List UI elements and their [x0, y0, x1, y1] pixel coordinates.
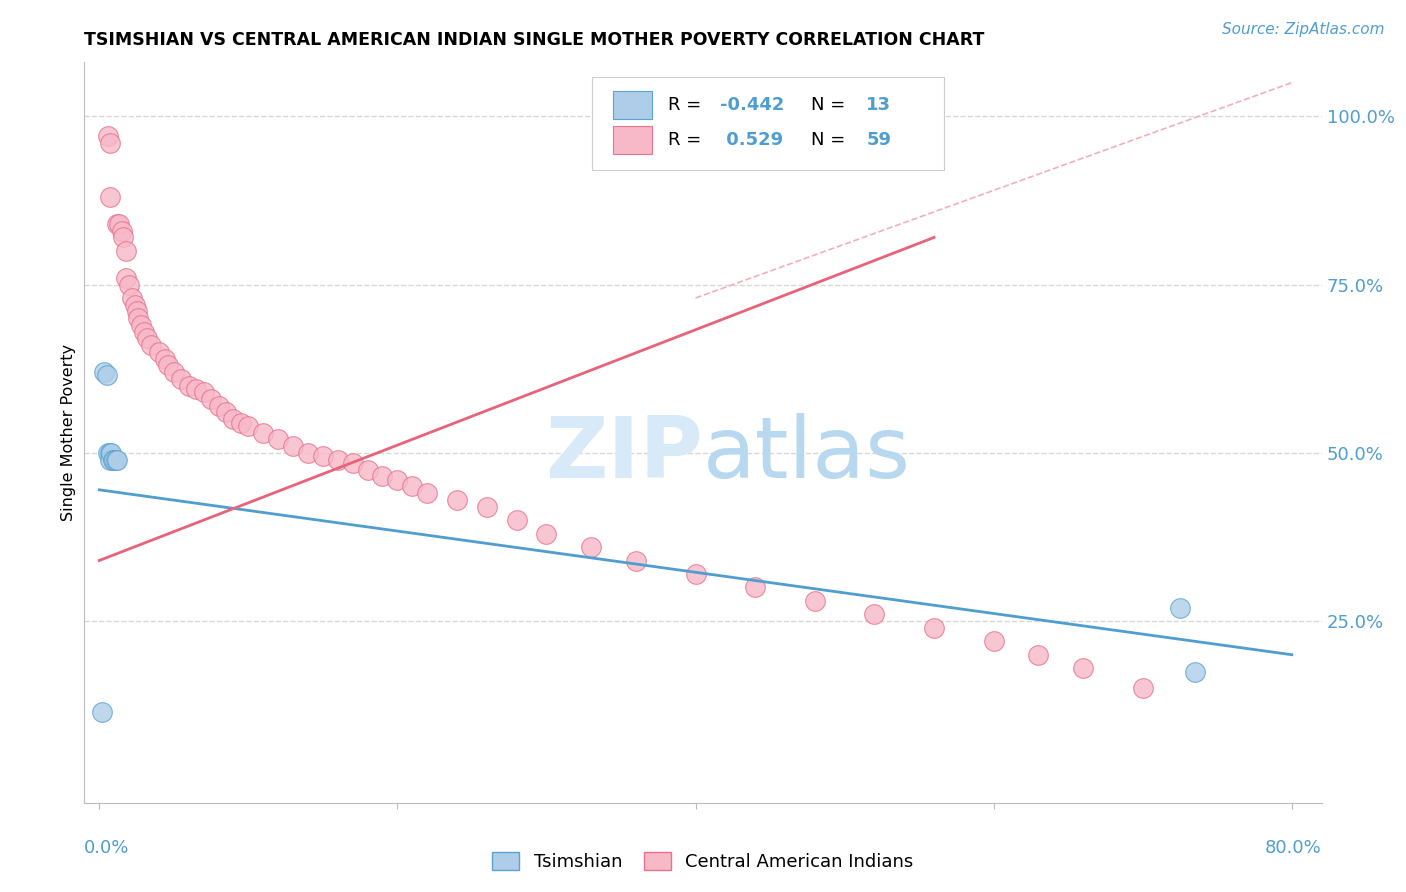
Point: [1168, 600, 1191, 615]
Point: [1028, 648, 1050, 662]
Point: [93, 365, 115, 379]
Point: [129, 318, 152, 332]
Point: [222, 412, 245, 426]
Point: [125, 304, 148, 318]
Point: [136, 331, 159, 345]
FancyBboxPatch shape: [613, 91, 652, 119]
Text: 0.0%: 0.0%: [84, 839, 129, 857]
Point: [475, 500, 498, 514]
Point: [121, 291, 143, 305]
Point: [111, 224, 134, 238]
Point: [163, 365, 186, 379]
FancyBboxPatch shape: [613, 126, 652, 154]
Point: [297, 446, 319, 460]
Point: [505, 513, 527, 527]
Point: [186, 382, 208, 396]
Point: [105, 217, 128, 231]
Point: [685, 566, 707, 581]
Point: [124, 298, 146, 312]
Point: [156, 359, 179, 373]
Y-axis label: Single Mother Poverty: Single Mother Poverty: [60, 344, 76, 521]
Point: [98, 452, 121, 467]
Point: [215, 405, 238, 419]
Point: [252, 425, 274, 440]
Point: [342, 456, 364, 470]
Point: [193, 385, 215, 400]
Point: [207, 399, 229, 413]
Text: R =: R =: [668, 131, 707, 149]
Point: [98, 136, 121, 151]
Point: [103, 452, 125, 467]
Point: [744, 581, 766, 595]
Text: R =: R =: [668, 95, 707, 113]
Point: [401, 479, 423, 493]
Point: [97, 129, 120, 144]
Point: [983, 634, 1005, 648]
Point: [141, 338, 163, 352]
Point: [446, 492, 468, 507]
Point: [107, 217, 129, 231]
Point: [104, 452, 127, 467]
Point: [326, 452, 349, 467]
Point: [100, 446, 122, 460]
Point: [153, 351, 176, 366]
Point: [115, 244, 138, 258]
Point: [118, 277, 141, 292]
Text: TSIMSHIAN VS CENTRAL AMERICAN INDIAN SINGLE MOTHER POVERTY CORRELATION CHART: TSIMSHIAN VS CENTRAL AMERICAN INDIAN SIN…: [84, 31, 984, 49]
Point: [98, 190, 121, 204]
Point: [177, 378, 200, 392]
Point: [312, 449, 335, 463]
Point: [97, 446, 120, 460]
Text: N =: N =: [811, 95, 851, 113]
Text: Source: ZipAtlas.com: Source: ZipAtlas.com: [1222, 22, 1385, 37]
Point: [112, 230, 135, 244]
Point: [127, 311, 149, 326]
Point: [922, 621, 945, 635]
Text: ZIP: ZIP: [546, 413, 703, 496]
Point: [101, 452, 124, 467]
Point: [91, 705, 114, 719]
Text: N =: N =: [811, 131, 851, 149]
Point: [1132, 681, 1154, 696]
Point: [238, 418, 260, 433]
Point: [96, 368, 118, 383]
Point: [1184, 665, 1206, 679]
Point: [863, 607, 886, 622]
Text: atlas: atlas: [703, 413, 911, 496]
Point: [229, 416, 252, 430]
Point: [416, 486, 439, 500]
Text: -0.442: -0.442: [720, 95, 785, 113]
Point: [115, 270, 138, 285]
Point: [267, 433, 290, 447]
Point: [281, 439, 304, 453]
FancyBboxPatch shape: [592, 78, 945, 169]
Point: [387, 473, 409, 487]
Point: [200, 392, 222, 406]
Point: [98, 446, 121, 460]
Text: 80.0%: 80.0%: [1265, 839, 1322, 857]
Text: 59: 59: [866, 131, 891, 149]
Point: [170, 372, 193, 386]
Point: [536, 526, 558, 541]
Point: [148, 344, 170, 359]
Point: [804, 594, 827, 608]
Point: [356, 463, 378, 477]
Text: 13: 13: [866, 95, 891, 113]
Legend: Tsimshian, Central American Indians: Tsimshian, Central American Indians: [485, 845, 921, 879]
Point: [371, 469, 394, 483]
Text: 0.529: 0.529: [720, 131, 783, 149]
Point: [132, 325, 155, 339]
Point: [105, 452, 128, 467]
Point: [1071, 661, 1094, 675]
Point: [624, 553, 647, 567]
Point: [579, 540, 602, 554]
